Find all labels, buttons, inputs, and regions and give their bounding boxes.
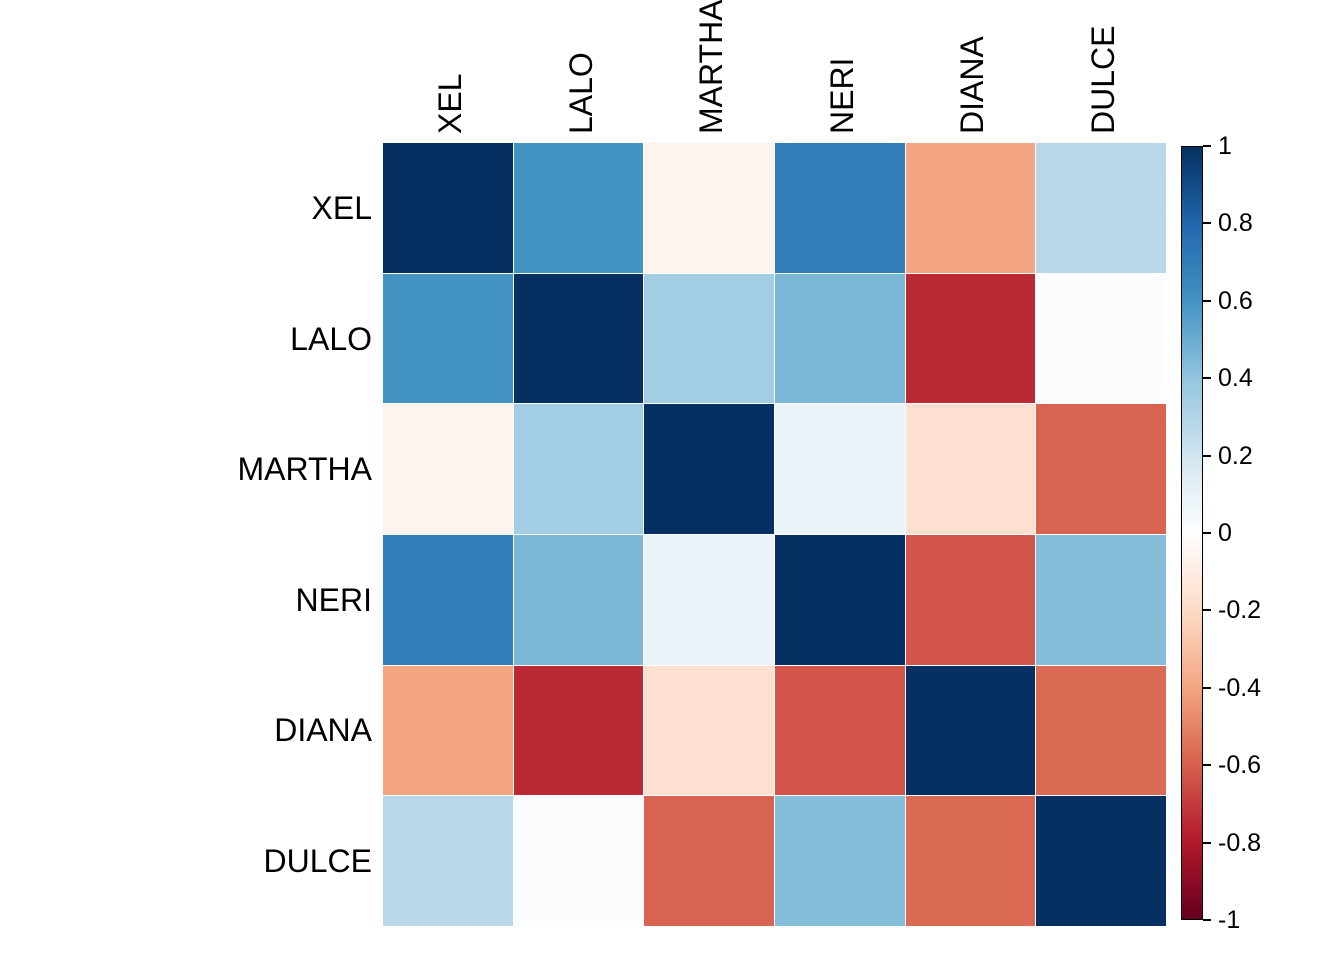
colorbar-tick [1203, 454, 1211, 457]
heatmap-cell-DULCE-NERI [775, 796, 905, 926]
heatmap-cell-LALO-NERI [775, 273, 905, 404]
row-label-LALO: LALO [290, 320, 372, 357]
heatmap-cell-NERI-XEL [383, 535, 513, 665]
column-label-NERI: NERI [823, 57, 860, 134]
column-label-DIANA: DIANA [954, 36, 991, 134]
colorbar-tick [1203, 377, 1211, 380]
heatmap-cell-LALO-XEL [383, 273, 513, 404]
colorbar-tick [1203, 222, 1211, 225]
colorbar-tick [1203, 299, 1211, 302]
heatmap-cell-XEL-LALO [513, 143, 644, 273]
colorbar-gradient [1181, 146, 1203, 920]
heatmap-cell-DIANA-DIANA [905, 665, 1036, 796]
heatmap-cell-NERI-DULCE [1036, 535, 1166, 665]
heatmap-cell-XEL-NERI [775, 143, 905, 273]
heatmap-cell-NERI-NERI [775, 535, 905, 665]
colorbar-tick-label--0.2: -0.2 [1218, 596, 1262, 625]
heatmap-matrix [383, 143, 1166, 926]
colorbar-tick-label--0.6: -0.6 [1218, 751, 1262, 780]
colorbar-tick [1203, 532, 1211, 534]
row-label-DULCE: DULCE [263, 842, 372, 879]
heatmap-cell-DIANA-NERI [775, 665, 905, 796]
colorbar-tick-label-1: 1 [1218, 132, 1232, 160]
colorbar-tick-label-0.4: 0.4 [1218, 364, 1253, 393]
heatmap-cell-DIANA-XEL [383, 665, 513, 796]
heatmap-cell-DULCE-DULCE [1036, 796, 1166, 926]
row-label-XEL: XEL [311, 190, 372, 227]
colorbar-tick-label--0.8: -0.8 [1218, 828, 1262, 857]
heatmap-cell-LALO-DULCE [1036, 273, 1166, 404]
heatmap-cell-DIANA-LALO [513, 665, 644, 796]
heatmap-cell-DIANA-DULCE [1036, 665, 1166, 796]
heatmap-cell-DULCE-LALO [513, 796, 644, 926]
heatmap-cell-MARTHA-MARTHA [644, 404, 774, 534]
heatmap-cell-NERI-DIANA [905, 535, 1036, 665]
heatmap-cell-NERI-LALO [513, 535, 644, 665]
column-label-MARTHA: MARTHA [693, 0, 730, 134]
heatmap-cell-LALO-DIANA [905, 273, 1036, 404]
heatmap-cell-LALO-MARTHA [644, 273, 774, 404]
colorbar-tick-label--1: -1 [1218, 906, 1241, 934]
colorbar-tick-label--0.4: -0.4 [1218, 673, 1262, 702]
heatmap-cell-XEL-MARTHA [644, 143, 774, 273]
heatmap-cell-DULCE-MARTHA [644, 796, 774, 926]
colorbar-tick [1203, 609, 1211, 612]
colorbar-tick-label-0.6: 0.6 [1218, 286, 1253, 315]
heatmap-cell-DULCE-XEL [383, 796, 513, 926]
heatmap-cell-NERI-MARTHA [644, 535, 774, 665]
heatmap-cell-DIANA-MARTHA [644, 665, 774, 796]
colorbar-tick-label-0.8: 0.8 [1218, 209, 1253, 238]
column-label-DULCE: DULCE [1084, 25, 1121, 134]
heatmap-cell-MARTHA-XEL [383, 404, 513, 534]
colorbar-tick [1203, 145, 1211, 147]
colorbar-tick-label-0: 0 [1218, 519, 1232, 547]
colorbar-tick [1203, 919, 1211, 921]
heatmap-cell-XEL-XEL [383, 143, 513, 273]
colorbar-tick [1203, 686, 1211, 689]
colorbar-tick-label-0.2: 0.2 [1218, 441, 1253, 470]
heatmap-cell-LALO-LALO [513, 273, 644, 404]
colorbar-tick [1203, 764, 1211, 767]
column-label-XEL: XEL [432, 73, 469, 134]
row-label-NERI: NERI [295, 581, 372, 618]
heatmap-cell-MARTHA-NERI [775, 404, 905, 534]
row-label-DIANA: DIANA [274, 712, 372, 749]
row-label-MARTHA: MARTHA [237, 451, 372, 488]
heatmap-cell-XEL-DULCE [1036, 143, 1166, 273]
heatmap-cell-XEL-DIANA [905, 143, 1036, 273]
colorbar-tick [1203, 841, 1211, 844]
heatmap-cell-MARTHA-DIANA [905, 404, 1036, 534]
heatmap-cell-MARTHA-LALO [513, 404, 644, 534]
column-label-LALO: LALO [562, 52, 599, 134]
heatmap-cell-MARTHA-DULCE [1036, 404, 1166, 534]
heatmap-cell-DULCE-DIANA [905, 796, 1036, 926]
